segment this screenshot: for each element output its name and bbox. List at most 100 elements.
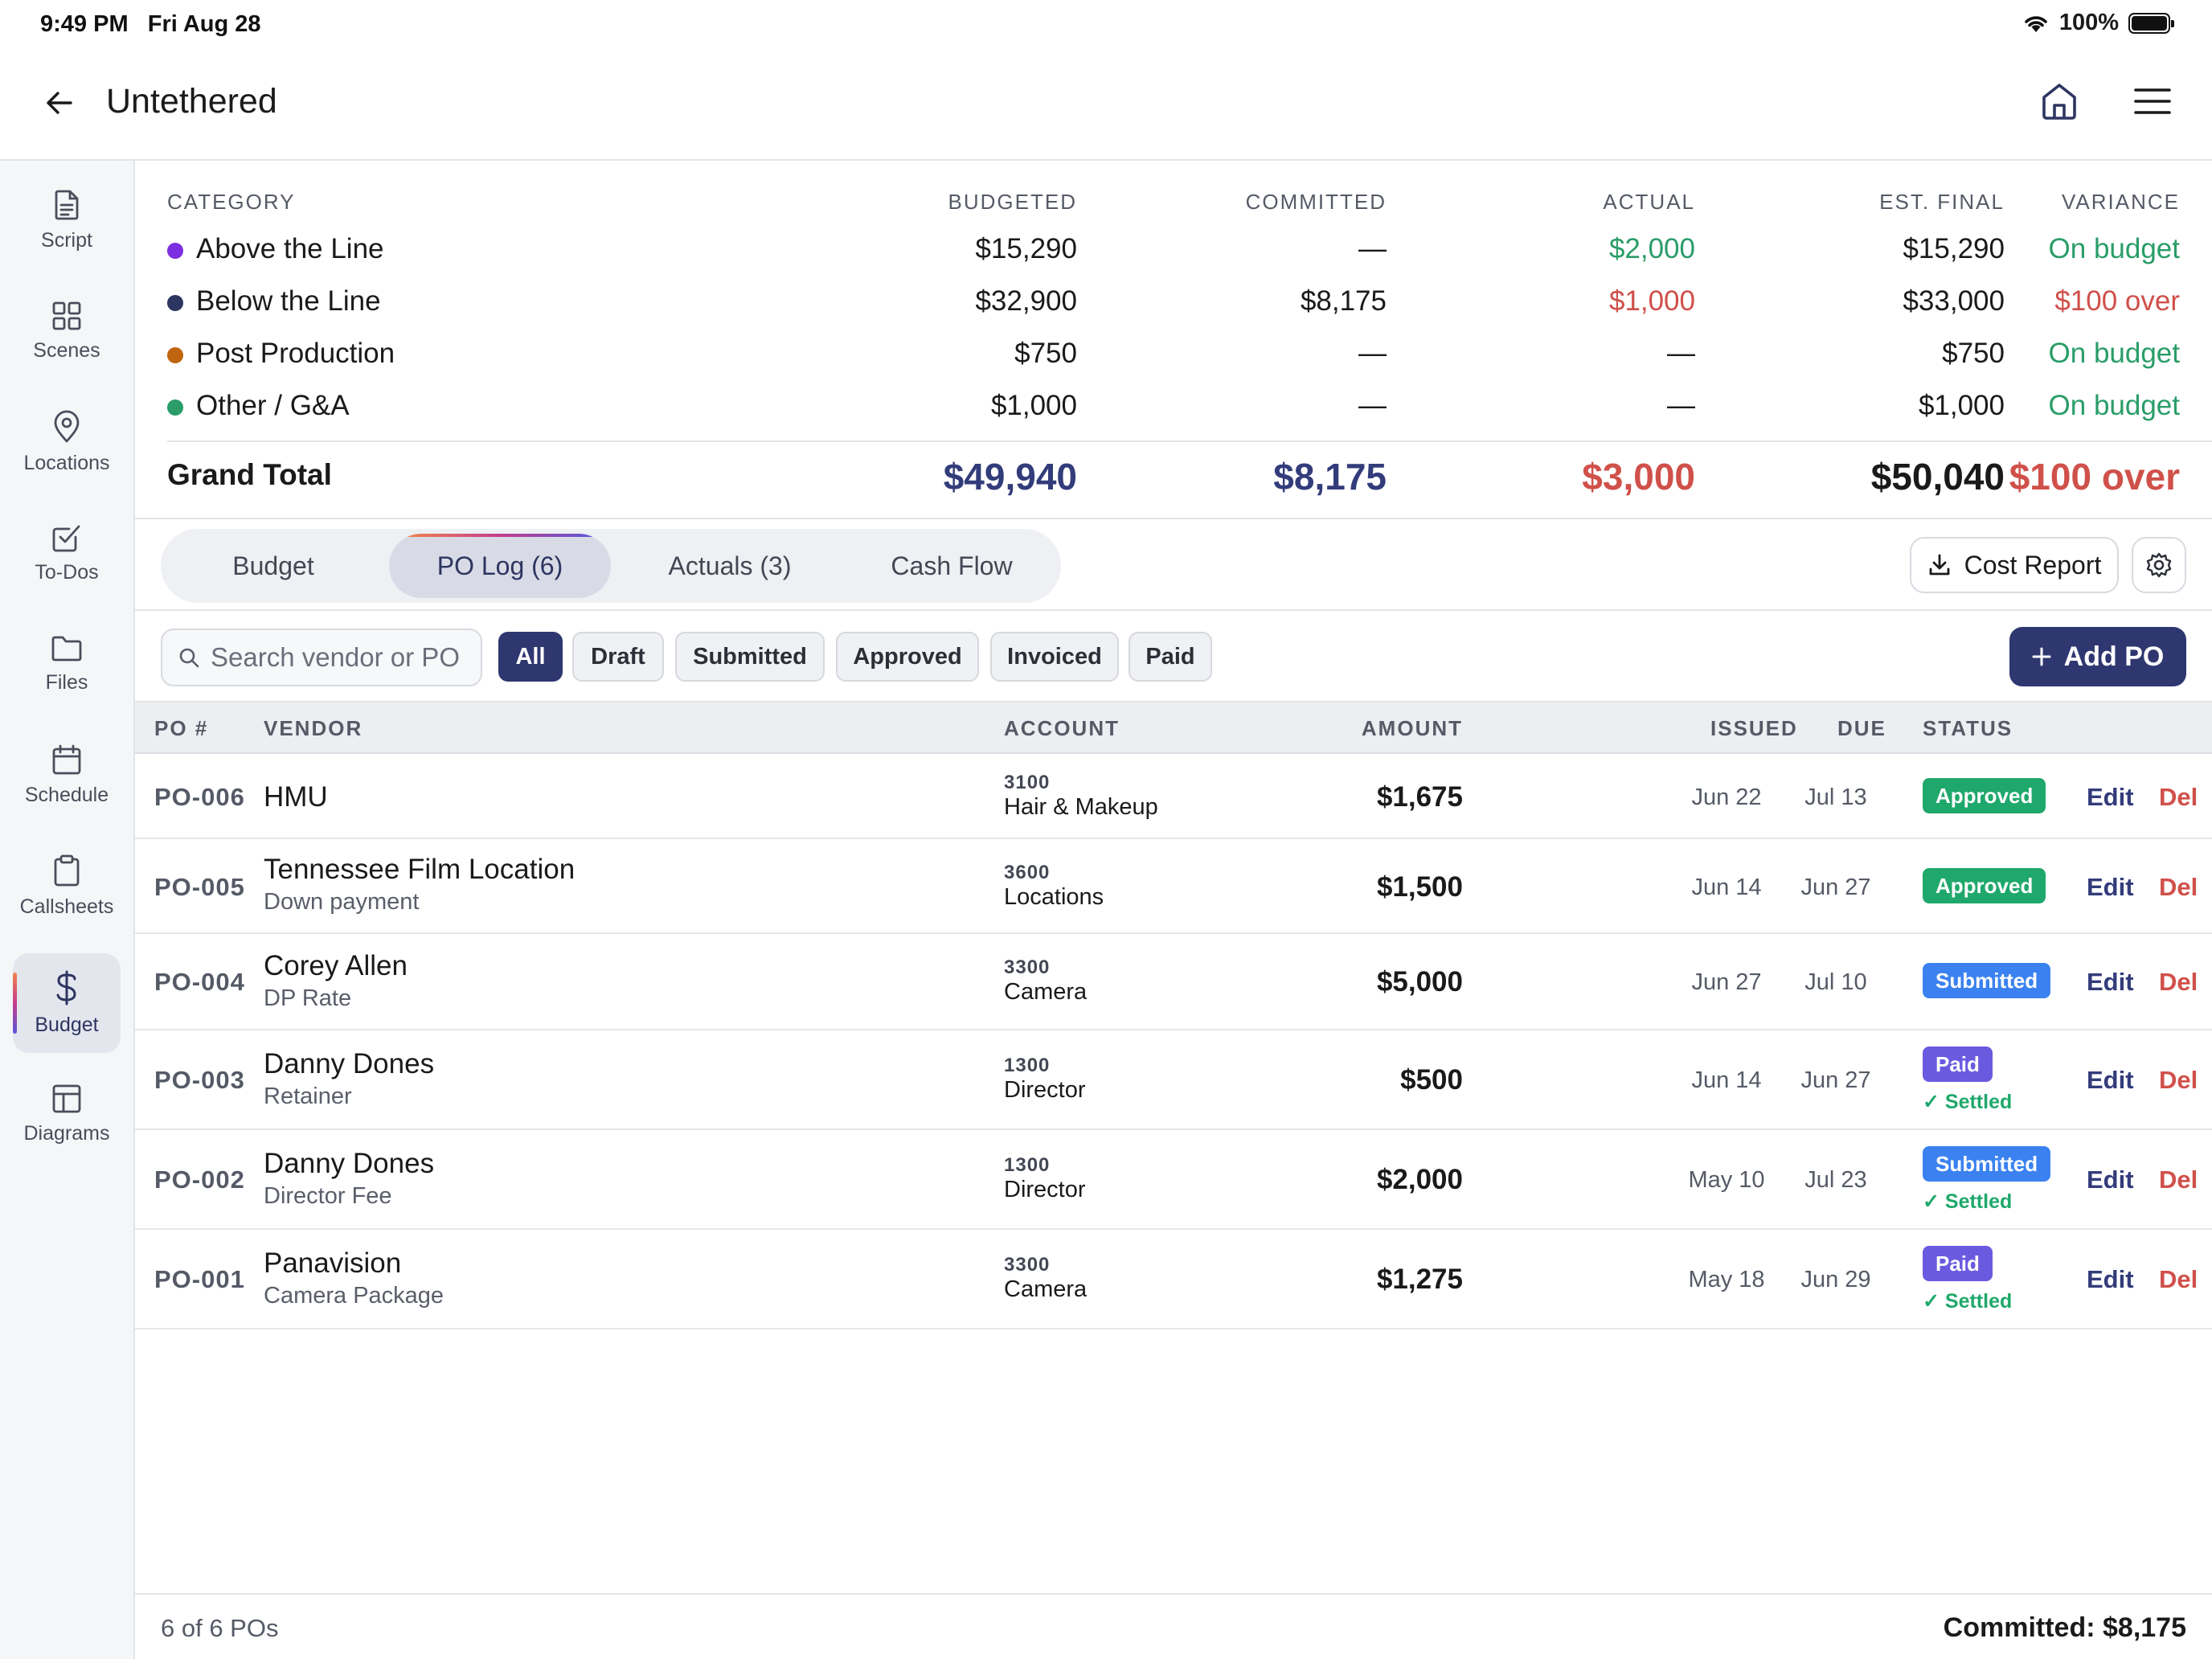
summary-row-below-the-line[interactable]: Below the Line $32,900 $8,175 $1,000 $33… <box>135 277 2212 326</box>
back-button[interactable] <box>37 80 82 125</box>
edit-button[interactable]: Edit <box>2087 873 2134 901</box>
home-button[interactable] <box>2034 76 2085 127</box>
actual-value: $1,000 <box>1608 285 1695 317</box>
issued-date: Jun 14 <box>1691 875 1762 900</box>
vendor-name: Tennessee Film Location <box>264 854 576 885</box>
settings-button[interactable] <box>2132 537 2186 593</box>
filter-chip-paid[interactable]: Paid <box>1129 632 1212 682</box>
sidebar: Script Scenes Locations To-Dos Files Sch… <box>0 161 135 1659</box>
account-code: 1300 <box>1004 1154 1051 1176</box>
cost-report-button[interactable]: Cost Report <box>1910 537 2119 593</box>
table-row[interactable]: PO-005 Tennessee Film Location Down paym… <box>135 839 2212 934</box>
est-final-value: $15,290 <box>1903 233 2005 264</box>
sidebar-item-script[interactable]: Script <box>13 170 121 270</box>
committed-total: Committed: $8,175 <box>1943 1612 2186 1643</box>
po-amount: $1,675 <box>1376 781 1463 813</box>
category-name: Below the Line <box>196 285 381 317</box>
category-dot <box>167 243 183 259</box>
delete-button[interactable]: Del <box>2159 1066 2198 1094</box>
sidebar-item-label: Schedule <box>24 783 109 806</box>
sidebar-item-files[interactable]: Files <box>13 614 121 714</box>
delete-button[interactable]: Del <box>2159 968 2198 996</box>
table-row[interactable]: PO-002 Danny Dones Director Fee 1300 Dir… <box>135 1130 2212 1230</box>
tab-po-log[interactable]: PO Log (6) <box>389 534 611 598</box>
vendor-name: Danny Dones <box>264 1048 435 1079</box>
gear-icon <box>2146 552 2172 578</box>
variance-value: On budget <box>2048 233 2180 264</box>
tab-cash-flow[interactable]: Cash Flow <box>891 551 1013 580</box>
table-row[interactable]: PO-004 Corey Allen DP Rate 3300 Camera $… <box>135 934 2212 1030</box>
sidebar-item-scenes[interactable]: Scenes <box>13 281 121 381</box>
committed-value: — <box>1358 233 1387 264</box>
vendor-description: Down payment <box>264 889 420 915</box>
account-name: Locations <box>1004 884 1104 910</box>
budget-summary-table: CATEGORY BUDGETED COMMITTED ACTUAL EST. … <box>135 161 2212 519</box>
filter-chip-all[interactable]: All <box>498 632 563 682</box>
po-number: PO-001 <box>154 1265 245 1293</box>
sidebar-item-locations[interactable]: Locations <box>13 392 121 492</box>
map-pin-icon <box>54 410 80 442</box>
sidebar-item-label: Callsheets <box>19 895 114 918</box>
edit-button[interactable]: Edit <box>2087 783 2134 811</box>
tab-actuals[interactable]: Actuals (3) <box>668 551 792 580</box>
po-amount: $1,275 <box>1376 1264 1463 1295</box>
due-date: Jun 27 <box>1800 875 1871 900</box>
col-account: ACCOUNT <box>1004 716 1120 740</box>
vendor-description: Director Fee <box>264 1183 392 1209</box>
est-final-value: $33,000 <box>1903 285 2005 317</box>
table-row[interactable]: PO-006 HMU 3100 Hair & Makeup $1,675 Jun… <box>135 754 2212 839</box>
sidebar-item-diagrams[interactable]: Diagrams <box>13 1064 121 1164</box>
delete-button[interactable]: Del <box>2159 1265 2198 1293</box>
account-name: Camera <box>1004 1276 1088 1302</box>
budgeted-value: $1,000 <box>990 390 1077 421</box>
vendor-name: Danny Dones <box>264 1148 435 1179</box>
col-vendor: VENDOR <box>264 716 363 740</box>
status-badge: Approved <box>1923 778 2046 813</box>
po-count: 6 of 6 POs <box>161 1614 279 1642</box>
sidebar-item-todos[interactable]: To-Dos <box>13 503 121 603</box>
category-dot <box>167 347 183 363</box>
edit-button[interactable]: Edit <box>2087 1066 2134 1094</box>
edit-button[interactable]: Edit <box>2087 968 2134 996</box>
search-icon <box>179 648 199 668</box>
add-po-label: Add PO <box>2063 641 2165 672</box>
tab-budget[interactable]: Budget <box>232 551 314 580</box>
hamburger-icon <box>2134 88 2171 114</box>
delete-button[interactable]: Del <box>2159 1165 2198 1194</box>
po-number: PO-002 <box>154 1165 245 1194</box>
edit-button[interactable]: Edit <box>2087 1165 2134 1194</box>
filter-chip-approved[interactable]: Approved <box>836 632 979 682</box>
filter-chip-invoiced[interactable]: Invoiced <box>990 632 1119 682</box>
sidebar-item-schedule[interactable]: Schedule <box>13 725 121 825</box>
add-po-button[interactable]: Add PO <box>2009 627 2186 686</box>
summary-row-other-ga[interactable]: Other / G&A $1,000 — — $1,000 On budget <box>135 382 2212 430</box>
filter-chip-draft[interactable]: Draft <box>572 632 664 682</box>
sidebar-item-budget[interactable]: Budget <box>13 953 121 1053</box>
account-code: 3300 <box>1004 1254 1051 1276</box>
vendor-description: Retainer <box>264 1083 352 1109</box>
variance-value: On budget <box>2048 338 2180 369</box>
vendor-description: Camera Package <box>264 1283 444 1309</box>
summary-row-above-the-line[interactable]: Above the Line $15,290 — $2,000 $15,290 … <box>135 225 2212 273</box>
delete-button[interactable]: Del <box>2159 783 2198 811</box>
filter-chip-submitted[interactable]: Submitted <box>675 632 825 682</box>
table-row[interactable]: PO-003 Danny Dones Retainer 1300 Directo… <box>135 1030 2212 1130</box>
header-actual: ACTUAL <box>1603 190 1695 214</box>
sidebar-item-callsheets[interactable]: Callsheets <box>13 836 121 936</box>
issued-date: Jun 14 <box>1691 1067 1762 1093</box>
dollar-icon <box>56 970 76 1005</box>
vendor-name: Panavision <box>264 1247 402 1279</box>
search-input[interactable] <box>209 641 474 674</box>
summary-row-post-production[interactable]: Post Production $750 — — $750 On budget <box>135 330 2212 378</box>
status-time: 9:49 PM Fri Aug 28 <box>40 11 261 37</box>
delete-button[interactable]: Del <box>2159 873 2198 901</box>
table-row[interactable]: PO-001 Panavision Camera Package 3300 Ca… <box>135 1230 2212 1329</box>
po-amount: $500 <box>1400 1064 1463 1096</box>
status-badge: Submitted <box>1923 963 2051 998</box>
clipboard-icon <box>54 854 80 886</box>
col-due: DUE <box>1837 716 1886 740</box>
category-name: Other / G&A <box>196 390 350 421</box>
menu-button[interactable] <box>2127 76 2178 127</box>
vendor-name: HMU <box>264 781 328 813</box>
edit-button[interactable]: Edit <box>2087 1265 2134 1293</box>
